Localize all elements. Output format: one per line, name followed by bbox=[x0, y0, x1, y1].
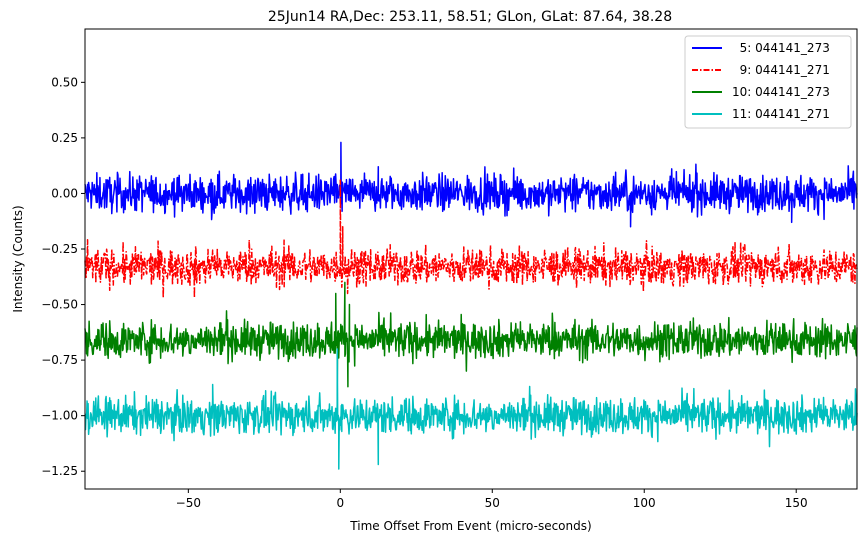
x-tick-label: −50 bbox=[176, 496, 201, 510]
y-tick-label: 0.25 bbox=[51, 131, 78, 145]
x-axis-label: Time Offset From Event (micro-seconds) bbox=[349, 519, 591, 533]
legend-label-1: 5: 044141_273 bbox=[732, 41, 830, 55]
x-tick-label: 150 bbox=[785, 496, 808, 510]
x-tick-label: 100 bbox=[633, 496, 656, 510]
y-tick-label: 0.50 bbox=[51, 75, 78, 89]
x-tick-label: 50 bbox=[485, 496, 500, 510]
y-tick-label: −1.25 bbox=[41, 464, 78, 478]
y-axis: 0.50 0.25 0.00 −0.25 −0.50 −0.75 −1.00 −1.25 bbox=[41, 75, 85, 478]
x-axis: −50 0 50 100 150 bbox=[176, 489, 808, 510]
x-tick-label: 0 bbox=[336, 496, 344, 510]
traces-layer bbox=[84, 141, 858, 470]
series-line-3 bbox=[84, 281, 858, 388]
legend: 5: 044141_273 9: 044141_271 10: 044141_27… bbox=[684, 35, 852, 129]
y-tick-label: −0.50 bbox=[41, 298, 78, 312]
legend-box bbox=[684, 35, 852, 129]
y-tick-label: −1.00 bbox=[41, 409, 78, 423]
series-line-2 bbox=[84, 179, 858, 299]
series-line-4 bbox=[84, 348, 858, 470]
y-tick-label: −0.75 bbox=[41, 353, 78, 367]
y-axis-label: Intensity (Counts) bbox=[11, 205, 25, 312]
legend-label-3: 10: 044141_273 bbox=[732, 85, 830, 99]
series-line-1 bbox=[84, 141, 858, 228]
y-tick-label: −0.25 bbox=[41, 242, 78, 256]
legend-label-2: 9: 044141_271 bbox=[732, 63, 830, 77]
legend-label-4: 11: 044141_271 bbox=[732, 107, 830, 121]
chart-title: 25Jun14 RA,Dec: 253.11, 58.51; GLon, GLa… bbox=[268, 9, 672, 25]
plot-frame bbox=[84, 28, 858, 490]
y-tick-label: 0.00 bbox=[51, 186, 78, 200]
